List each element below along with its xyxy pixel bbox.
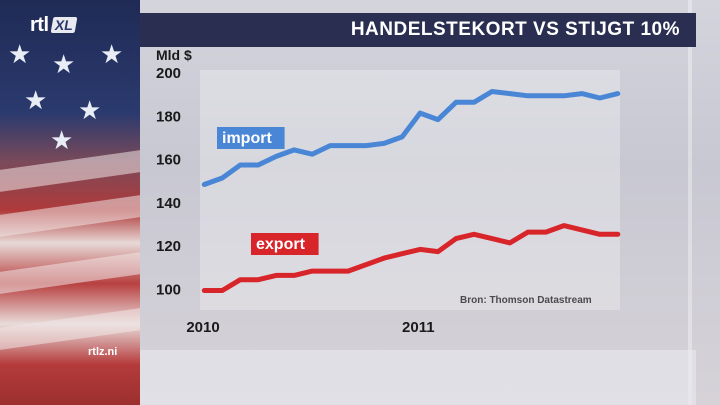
y-axis-label: Mld $ <box>156 47 192 63</box>
series-line-export <box>201 223 621 293</box>
y-tick-label: 200 <box>156 65 181 82</box>
y-tick-label: 100 <box>156 281 181 298</box>
divider-line <box>688 0 692 405</box>
star-icon: ★ <box>78 96 102 126</box>
chart-title: HANDELSTEKORT VS STIJGT 10% <box>350 19 680 40</box>
star-icon: ★ <box>24 86 48 116</box>
bottom-strip <box>140 350 696 405</box>
series-label-export: export <box>256 236 306 253</box>
star-icon: ★ <box>52 50 76 80</box>
series-label-import: import <box>222 130 272 147</box>
us-flag-background: ★ ★ ★ ★ ★ ★ <box>0 0 140 405</box>
y-tick-label: 140 <box>156 195 181 212</box>
rtl-xl-logo: rtl XL <box>30 13 77 36</box>
y-tick-label: 120 <box>156 238 181 255</box>
series-label-box-export <box>251 233 319 255</box>
source-annotation: Bron: Thomson Datastream <box>460 295 592 306</box>
y-tick-label: 180 <box>156 108 181 125</box>
y-tick-label: 160 <box>156 152 181 169</box>
series-label-box-import <box>217 127 285 149</box>
site-url: rtlz.ni <box>88 346 118 358</box>
x-tick-label: 2010 <box>186 319 219 336</box>
star-icon: ★ <box>8 40 32 70</box>
x-tick-label: 2011 <box>402 319 435 336</box>
logo-text: rtl <box>30 13 49 36</box>
title-bar: HANDELSTEKORT VS STIJGT 10% <box>140 13 696 47</box>
series-line-import <box>201 89 621 187</box>
plot-area <box>200 70 620 310</box>
star-icon: ★ <box>100 40 124 70</box>
star-icon: ★ <box>50 126 74 156</box>
chart-panel <box>140 0 720 405</box>
